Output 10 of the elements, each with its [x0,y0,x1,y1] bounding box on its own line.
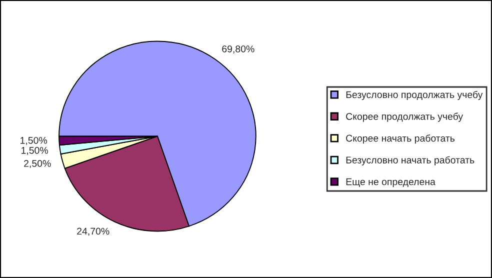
legend-label: Скорее продолжать учебу [346,112,464,122]
data-label: 2,50% [24,160,51,168]
data-label: 1,50% [22,146,48,155]
legend-label: Безусловно продолжать учебу [346,90,483,100]
legend-label: Безусловно начать работать [346,156,474,166]
data-label: 69,80% [222,45,254,54]
data-label: 24,70% [77,228,110,236]
data-label: 1,50% [20,136,48,145]
legend-label: Скорее начать работать [346,134,455,144]
legend-label: Еще не определена [346,178,436,188]
